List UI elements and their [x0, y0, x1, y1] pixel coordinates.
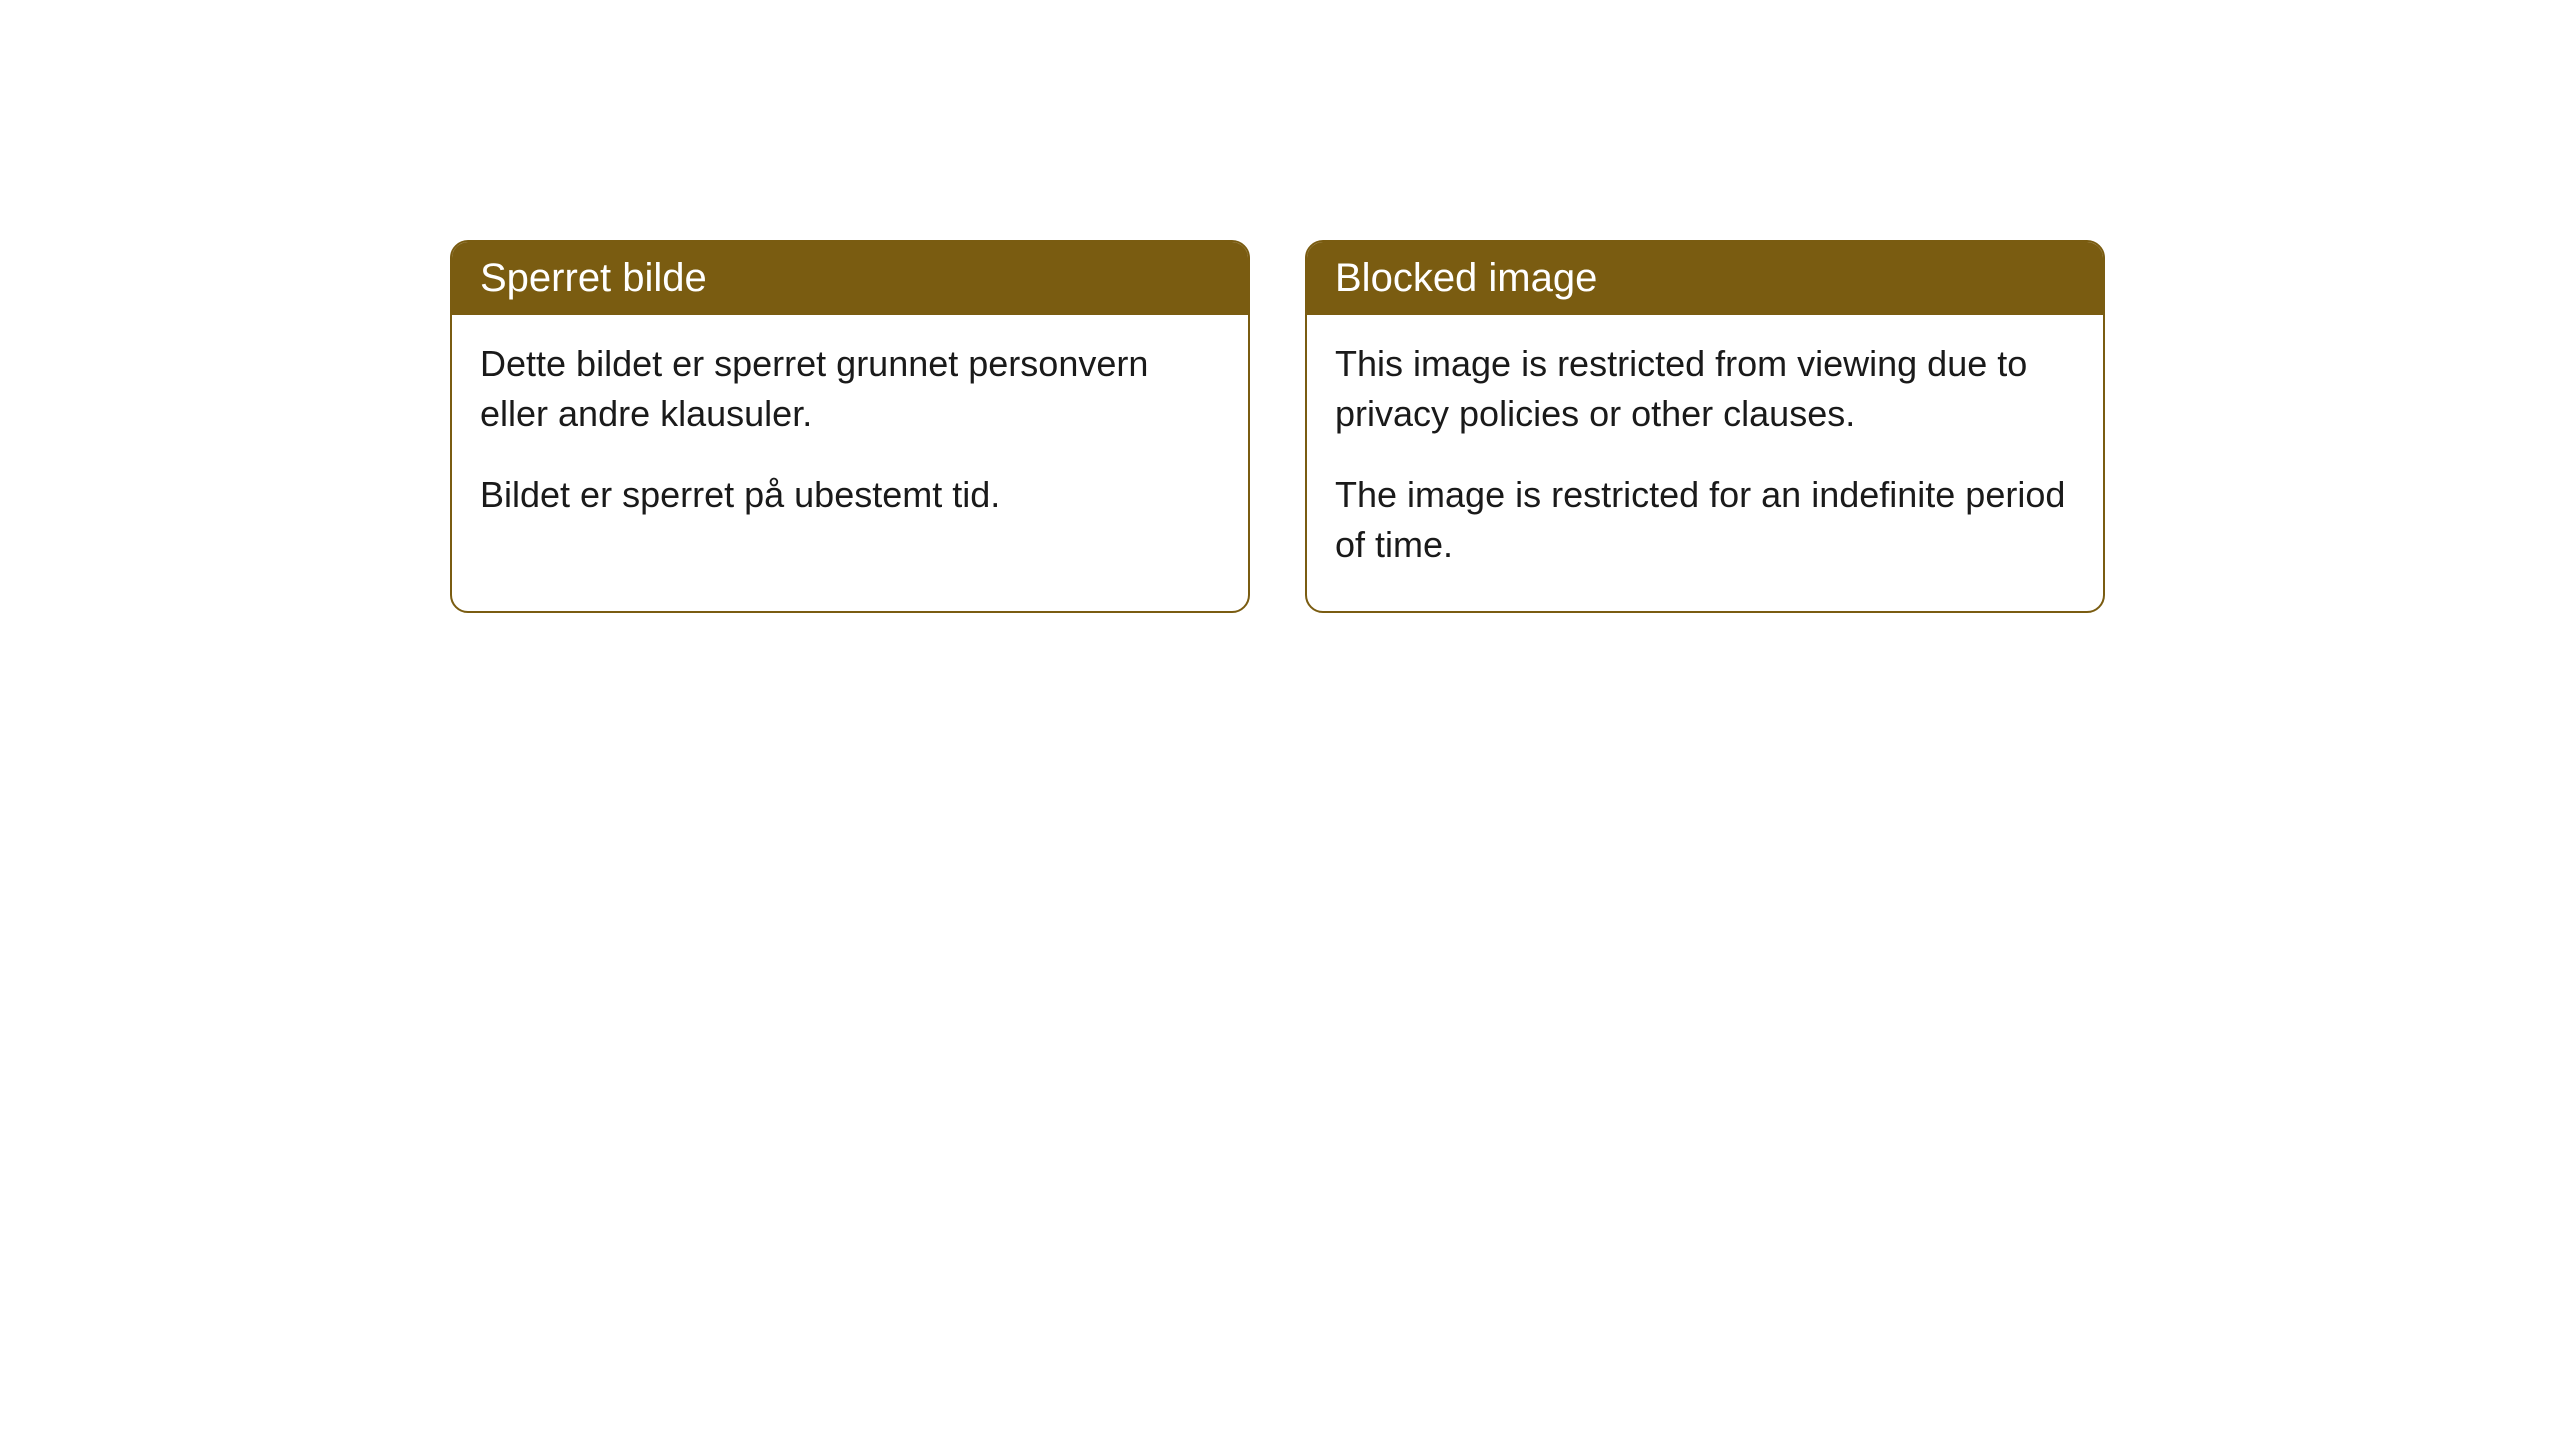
card-title: Sperret bilde — [480, 256, 707, 300]
card-header-english: Blocked image — [1307, 242, 2103, 315]
card-paragraph: Dette bildet er sperret grunnet personve… — [480, 339, 1220, 440]
card-body-english: This image is restricted from viewing du… — [1307, 315, 2103, 611]
card-title: Blocked image — [1335, 256, 1597, 300]
card-paragraph: The image is restricted for an indefinit… — [1335, 470, 2075, 571]
card-paragraph: This image is restricted from viewing du… — [1335, 339, 2075, 440]
blocked-image-card-english: Blocked image This image is restricted f… — [1305, 240, 2105, 613]
notice-cards-container: Sperret bilde Dette bildet er sperret gr… — [450, 240, 2105, 613]
card-body-norwegian: Dette bildet er sperret grunnet personve… — [452, 315, 1248, 560]
card-paragraph: Bildet er sperret på ubestemt tid. — [480, 470, 1220, 520]
card-header-norwegian: Sperret bilde — [452, 242, 1248, 315]
blocked-image-card-norwegian: Sperret bilde Dette bildet er sperret gr… — [450, 240, 1250, 613]
